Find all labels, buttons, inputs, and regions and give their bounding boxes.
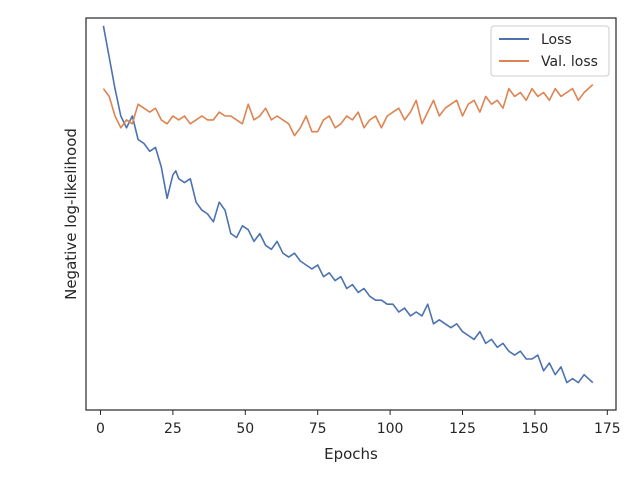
y-axis-label: Negative log-likelihood — [62, 128, 80, 300]
x-tick-label: 150 — [522, 421, 549, 437]
legend-label-val-loss: Val. loss — [541, 54, 598, 70]
series-line-loss — [102, 25, 594, 384]
x-tick-label: 50 — [236, 421, 254, 437]
x-tick-label: 175 — [594, 421, 621, 437]
x-tick-label: 100 — [377, 421, 404, 437]
x-tick-label: 125 — [449, 421, 476, 437]
x-tick-label: 75 — [309, 421, 327, 437]
x-axis-label: Epochs — [324, 445, 378, 463]
series-layer — [102, 25, 594, 384]
legend-label-loss: Loss — [541, 32, 572, 48]
x-tick-label: 25 — [164, 421, 182, 437]
legend: Loss Val. loss — [490, 25, 610, 77]
x-tick-label: 0 — [96, 421, 105, 437]
x-axis-ticks: 0 25 50 75 100 125 150 175 — [96, 410, 621, 437]
series-line-val-loss — [102, 84, 594, 137]
plot-background — [86, 18, 616, 410]
plot-frame — [85, 17, 617, 411]
